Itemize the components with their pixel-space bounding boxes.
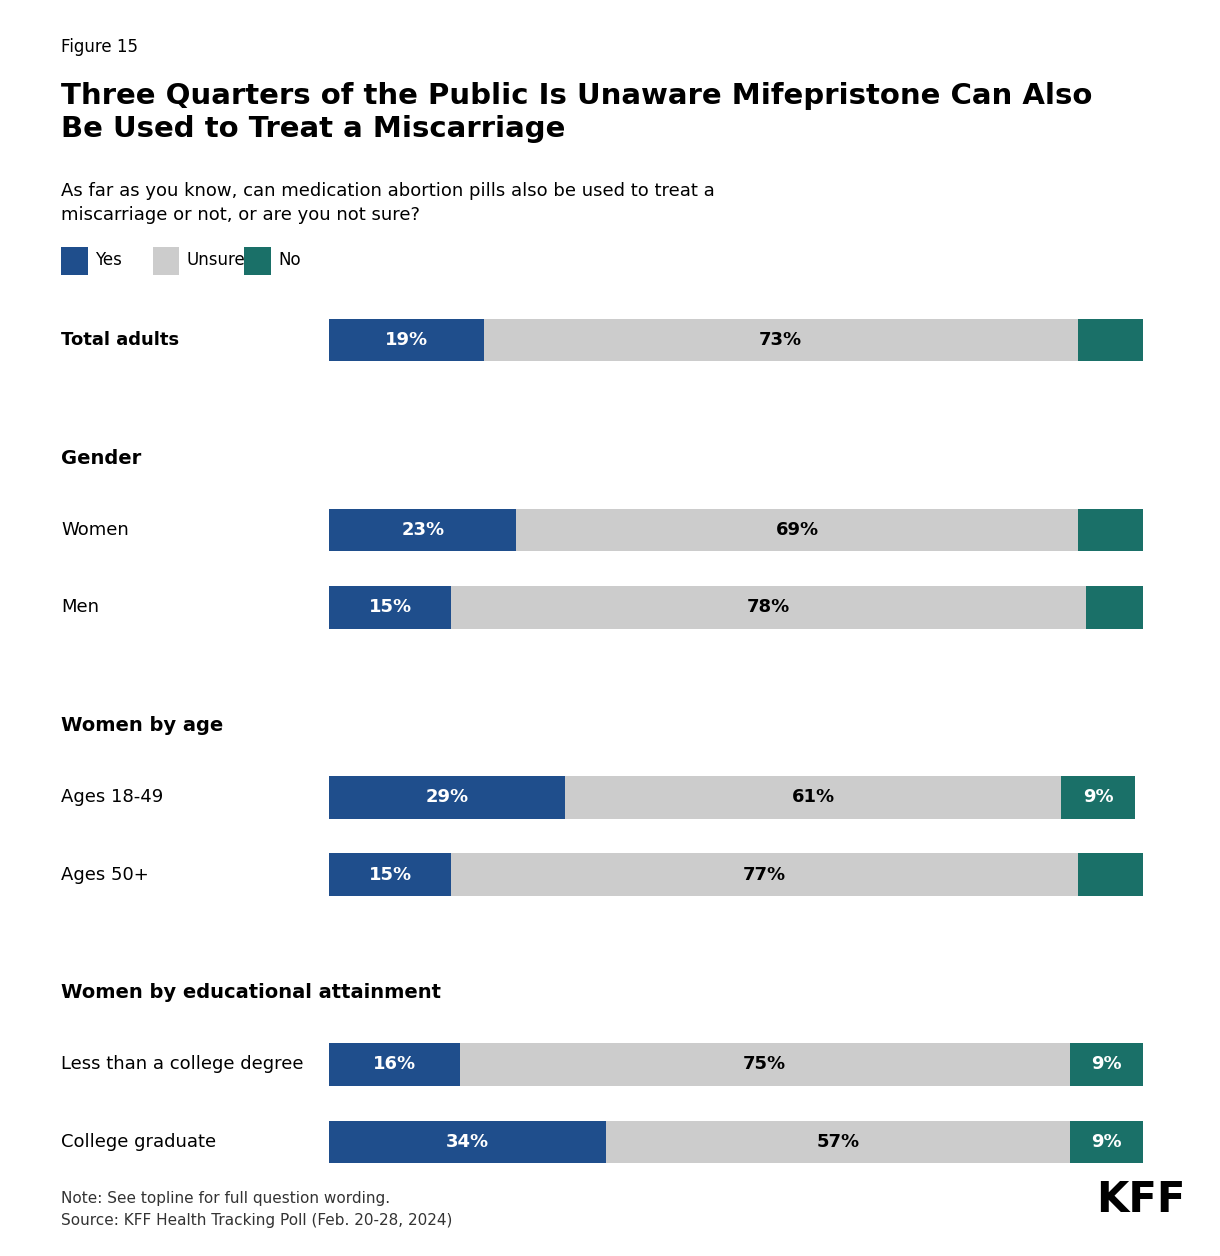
Text: Ages 50+: Ages 50+: [61, 865, 149, 884]
Text: KFF: KFF: [1096, 1179, 1186, 1221]
Text: 34%: 34%: [447, 1133, 489, 1150]
Text: College graduate: College graduate: [61, 1133, 216, 1150]
Bar: [329, 319, 484, 362]
Bar: [516, 509, 1077, 551]
Bar: [1061, 776, 1135, 819]
Text: Women by educational attainment: Women by educational attainment: [61, 983, 440, 1002]
Bar: [329, 1120, 606, 1163]
Text: Ages 18-49: Ages 18-49: [61, 789, 163, 806]
Bar: [329, 1044, 460, 1085]
Bar: [1070, 1044, 1143, 1085]
Bar: [329, 587, 451, 629]
Text: Men: Men: [61, 598, 99, 617]
Text: Women: Women: [61, 521, 129, 539]
Text: 29%: 29%: [426, 789, 468, 806]
Text: As far as you know, can medication abortion pills also be used to treat a
miscar: As far as you know, can medication abort…: [61, 182, 715, 224]
Text: Note: See topline for full question wording.
Source: KFF Health Tracking Poll (F: Note: See topline for full question word…: [61, 1191, 453, 1228]
Bar: [606, 1120, 1070, 1163]
Text: Gender: Gender: [61, 448, 142, 467]
Bar: [1070, 1120, 1143, 1163]
Text: No: No: [278, 251, 301, 269]
Bar: [1077, 319, 1143, 362]
Bar: [451, 587, 1086, 629]
Bar: [451, 853, 1077, 896]
Text: 15%: 15%: [368, 598, 412, 617]
Bar: [460, 1044, 1070, 1085]
Text: 57%: 57%: [816, 1133, 859, 1150]
Text: 19%: 19%: [386, 332, 428, 349]
Text: 77%: 77%: [743, 865, 786, 884]
Text: 75%: 75%: [743, 1055, 786, 1074]
Text: 9%: 9%: [1091, 1133, 1121, 1150]
Text: 9%: 9%: [1091, 1055, 1121, 1074]
Bar: [329, 776, 565, 819]
Bar: [484, 319, 1077, 362]
Text: 69%: 69%: [776, 521, 819, 539]
Bar: [329, 853, 451, 896]
Text: 16%: 16%: [373, 1055, 416, 1074]
Text: Figure 15: Figure 15: [61, 38, 138, 55]
Text: 15%: 15%: [368, 865, 412, 884]
Bar: [1077, 853, 1143, 896]
Bar: [329, 509, 516, 551]
Text: Unsure: Unsure: [187, 251, 245, 269]
Text: Women by age: Women by age: [61, 716, 223, 735]
Bar: [565, 776, 1061, 819]
Text: Total adults: Total adults: [61, 332, 179, 349]
Text: 23%: 23%: [401, 521, 444, 539]
Text: Three Quarters of the Public Is Unaware Mifepristone Can Also
Be Used to Treat a: Three Quarters of the Public Is Unaware …: [61, 82, 1092, 143]
Text: 61%: 61%: [792, 789, 834, 806]
Text: 73%: 73%: [759, 332, 803, 349]
Text: 9%: 9%: [1082, 789, 1114, 806]
Text: Yes: Yes: [95, 251, 122, 269]
Text: Less than a college degree: Less than a college degree: [61, 1055, 304, 1074]
Bar: [1077, 509, 1143, 551]
Bar: [1086, 587, 1143, 629]
Text: 78%: 78%: [747, 598, 791, 617]
